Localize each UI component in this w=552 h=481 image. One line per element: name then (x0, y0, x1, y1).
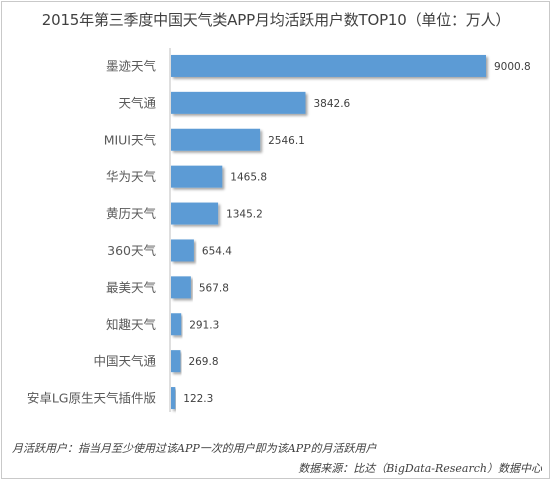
bar-4 (171, 202, 219, 225)
category-label-4: 黄历天气 (106, 206, 157, 221)
value-label-7: 291.3 (189, 319, 219, 331)
category-label-3: 华为天气 (106, 169, 157, 184)
value-label-2: 2546.1 (268, 135, 305, 147)
bar-2 (171, 128, 261, 151)
value-label-1: 3842.6 (313, 98, 350, 110)
value-label-4: 1345.2 (226, 209, 263, 221)
definition-note: 月活跃用户：指当月至少使用过该APP一次的用户即为该APP的月活跃用户 (12, 442, 377, 455)
category-label-1: 天气通 (118, 95, 156, 110)
category-label-7: 知趣天气 (106, 317, 157, 332)
chart-title: 2015年第三季度中国天气类APP月均活跃用户数TOP10（单位：万人） (41, 11, 511, 29)
bars-group: 墨迹天气 9000.8 天气通 3842.6 MIUI天气 2546.1 华为天气 1465.… (27, 54, 531, 410)
category-label-2: MIUI天气 (104, 132, 157, 147)
bar-6 (171, 276, 191, 299)
category-label-0: 墨迹天气 (106, 58, 157, 73)
value-label-0: 9000.8 (494, 61, 531, 73)
source-note: 数据来源：比达（BigData-Research）数据中心 (298, 462, 542, 475)
bar-9 (171, 387, 176, 410)
bar-8 (171, 350, 181, 373)
bar-5 (171, 239, 194, 262)
value-label-8: 269.8 (188, 356, 218, 368)
bar-7 (171, 313, 182, 336)
value-label-6: 567.8 (199, 282, 229, 294)
bar-1 (171, 91, 306, 114)
category-label-5: 360天气 (107, 243, 156, 258)
category-label-6: 最美天气 (106, 280, 157, 295)
category-label-8: 中国天气通 (93, 354, 156, 369)
category-label-9: 安卓LG原生天气插件版 (27, 391, 157, 406)
value-label-5: 654.4 (202, 245, 232, 257)
value-label-9: 122.3 (183, 393, 213, 405)
bar-0 (171, 54, 486, 77)
value-label-3: 1465.8 (230, 172, 267, 184)
bar-3 (171, 165, 223, 188)
